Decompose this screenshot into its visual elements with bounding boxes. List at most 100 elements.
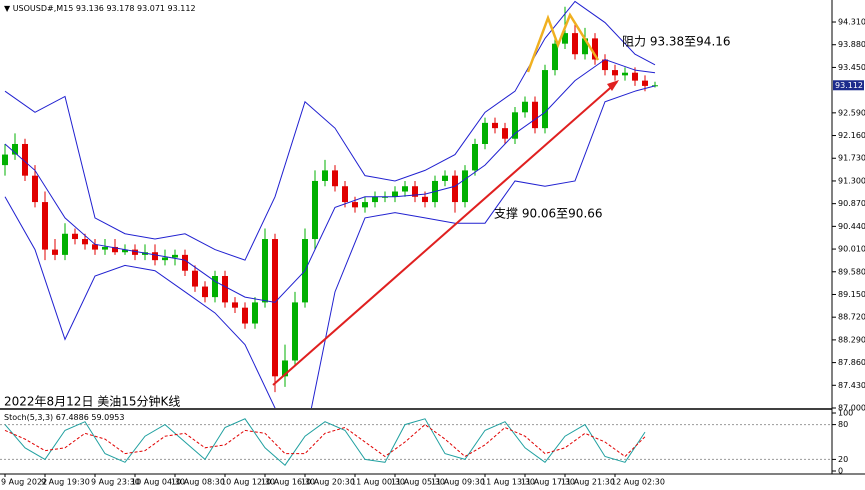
stoch-line [4, 423, 646, 458]
y-tick-label: 90.010 [838, 245, 865, 254]
y-tick-label: 88.290 [838, 335, 865, 344]
candle-body [122, 249, 128, 253]
y-tick-label: 91.730 [838, 154, 865, 163]
candle-body [362, 202, 368, 208]
stoch-tick-label: 80 [838, 420, 848, 429]
support-note: 支撑 90.06至90.66 [494, 206, 603, 221]
support-arrow [272, 81, 618, 386]
candle-body [262, 239, 268, 303]
y-tick-label: 90.870 [838, 199, 865, 208]
y-tick-label: 94.310 [838, 18, 865, 27]
last-price-box [833, 80, 864, 91]
candle-body [72, 233, 78, 240]
stoch-tick-label: 20 [838, 455, 848, 464]
low-value: 93.071 [137, 4, 165, 13]
x-tick-label: 9 Aug 19:30 [41, 478, 90, 487]
close-value: 93.112 [168, 4, 196, 13]
candle-body [552, 43, 558, 71]
y-tick-label: 92.160 [838, 131, 865, 140]
candle-body [572, 33, 578, 55]
candle-body [242, 307, 248, 324]
y-tick-label: 90.440 [838, 222, 865, 231]
x-tick-label: 11 Aug 09:30 [431, 478, 485, 487]
candle-body [182, 254, 188, 271]
candle-body [52, 249, 58, 255]
stoch-pane [0, 418, 832, 466]
candle-body [92, 244, 98, 250]
candle-body [542, 70, 548, 129]
stoch-name: Stoch(5,3,3) [4, 413, 53, 422]
candle-body [292, 302, 298, 361]
candle-body [172, 254, 178, 258]
x-tick-label: 12 Aug 02:30 [611, 478, 665, 487]
x-tick-label: 11 Aug 21:30 [561, 478, 615, 487]
candle-body [22, 143, 28, 176]
x-tick-label: 10 Aug 12:30 [221, 478, 275, 487]
candle-body [352, 202, 358, 208]
resistance-note: 阻力 93.38至94.16 [622, 35, 731, 49]
stoch-main: 67.4886 [56, 413, 89, 422]
candle-body [562, 33, 568, 44]
candle-body [532, 101, 538, 129]
candle-body [312, 180, 318, 240]
arrow-head [607, 80, 619, 91]
stoch-line [4, 418, 646, 466]
candle-body [202, 286, 208, 298]
y-tick-label: 91.300 [838, 176, 865, 185]
candle-body [62, 233, 68, 255]
x-tick-label: 10 Aug 08:30 [171, 478, 225, 487]
candle-body [162, 257, 168, 261]
candle-body [282, 360, 288, 377]
y-tick-label: 89.580 [838, 267, 865, 276]
candle-body [102, 246, 108, 250]
x-tick-label: 9 Aug 2022 [1, 478, 47, 487]
candle-body [332, 170, 338, 187]
y-tick-label: 87.430 [838, 381, 865, 390]
x-tick-label: 10 Aug 20:30 [301, 478, 355, 487]
candle-body [612, 70, 618, 76]
header: ▼ USOUSD#,M15 93.136 93.178 93.071 93.11… [4, 4, 196, 13]
candle-body [442, 175, 448, 181]
y-tick-label: 93.450 [838, 63, 865, 72]
candle-body [372, 196, 378, 203]
candle-body [452, 175, 458, 203]
candle-body [212, 275, 218, 298]
candle-body [2, 154, 8, 166]
x-tick-label: 10 Aug 04:30 [131, 478, 185, 487]
y-tick-label: 88.720 [838, 313, 865, 322]
stoch-label: Stoch(5,3,3) 67.4886 59.0953 [4, 413, 124, 422]
candle-body [12, 143, 18, 155]
y-tick-label: 87.000 [838, 404, 865, 413]
open-value: 93.136 [76, 4, 104, 13]
candle-body [602, 59, 608, 71]
candle-body [652, 85, 658, 87]
candle-body [232, 302, 238, 308]
candle-body [482, 122, 488, 144]
candle-body [422, 196, 428, 203]
symbol: USOUSD#,M15 [13, 4, 74, 13]
candle-body [522, 101, 528, 113]
x-tick-label: 11 Aug 17:30 [521, 478, 575, 487]
double-top [526, 12, 600, 73]
candle-body [392, 191, 398, 197]
x-tick-label: 9 Aug 23:30 [91, 478, 140, 487]
candle-body [472, 143, 478, 171]
candle-body [272, 239, 278, 377]
candle-body [322, 170, 328, 181]
candle-body [342, 186, 348, 203]
candle-body [492, 122, 498, 129]
candle-body [152, 252, 158, 261]
y-tick-label: 89.150 [838, 290, 865, 299]
candle-body [632, 72, 638, 81]
candle-body [192, 270, 198, 287]
candle-body [132, 249, 138, 255]
x-tick-label: 11 Aug 00:30 [351, 478, 405, 487]
candle-body [502, 128, 508, 139]
y-tick-label: 93.880 [838, 40, 865, 49]
candle-body [412, 186, 418, 197]
chart-caption: 2022年8月12日 美油15分钟K线 [4, 394, 180, 409]
candle-body [622, 72, 628, 76]
last-price-label: 93.112 [835, 81, 863, 90]
candle-body [42, 202, 48, 250]
